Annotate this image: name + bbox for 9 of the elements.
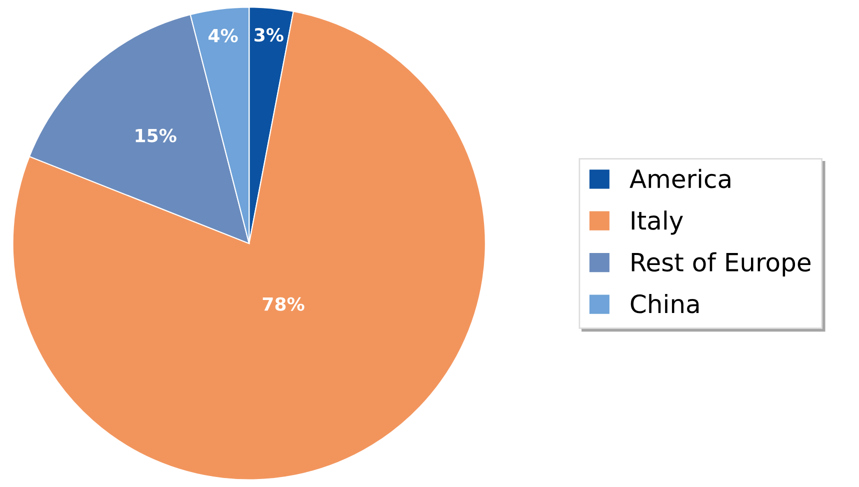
- legend-label: China: [630, 294, 699, 314]
- data-label: 3%: [254, 28, 284, 42]
- legend-label: Italy: [632, 210, 683, 235]
- legend-label: Rest of Europe: [632, 252, 810, 276]
- pie-slice: [12, 10, 486, 480]
- legend-label: America: [630, 168, 730, 188]
- data-label: 78%: [262, 297, 304, 311]
- data-label: 15%: [136, 128, 176, 142]
- data-label: 4%: [208, 28, 238, 42]
